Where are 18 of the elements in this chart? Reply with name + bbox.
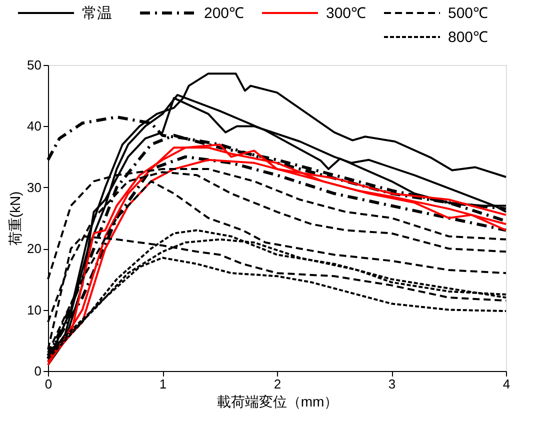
x-tick-label: 2 — [274, 376, 282, 392]
legend-label: 常温 — [82, 5, 112, 22]
x-tick-label: 4 — [502, 376, 510, 392]
legend-label: 200℃ — [204, 5, 244, 22]
y-tick-label: 10 — [27, 302, 42, 318]
legend-label: 300℃ — [326, 5, 366, 22]
x-tick-label: 1 — [159, 376, 167, 392]
legend-label: 800℃ — [448, 29, 488, 46]
y-tick-label: 40 — [27, 118, 42, 134]
y-tick-label: 0 — [34, 364, 42, 378]
y-tick-label: 30 — [27, 180, 42, 195]
x-tick-label: 0 — [44, 376, 52, 392]
legend-label: 500℃ — [448, 5, 488, 22]
x-tick-label: 3 — [388, 376, 396, 392]
y-axis-title: 荷重(kN) — [7, 191, 24, 246]
y-tick-label: 20 — [27, 241, 42, 256]
y-tick-label: 50 — [27, 58, 42, 72]
x-axis-title: 載荷端変位（mm） — [216, 394, 338, 410]
